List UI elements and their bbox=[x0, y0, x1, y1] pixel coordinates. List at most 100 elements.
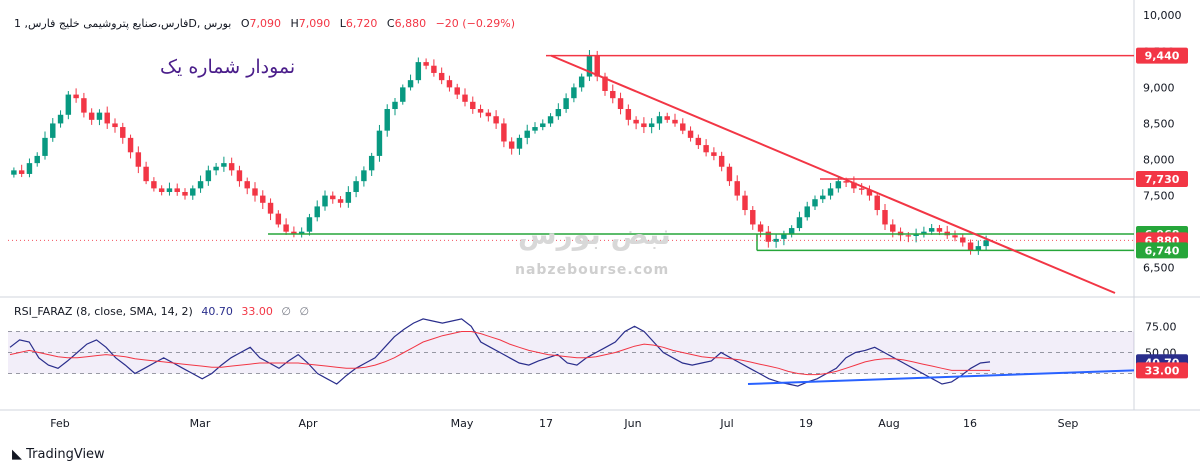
candle bbox=[34, 155, 40, 164]
candle bbox=[42, 137, 48, 156]
candle bbox=[711, 152, 717, 156]
candle bbox=[967, 242, 974, 251]
candle bbox=[330, 195, 336, 200]
candle bbox=[983, 240, 989, 247]
candle bbox=[617, 98, 624, 110]
candle bbox=[820, 195, 826, 200]
candle bbox=[726, 166, 733, 182]
candle bbox=[454, 87, 460, 95]
price-tick-label: 8,000 bbox=[1143, 154, 1175, 167]
candle bbox=[913, 234, 919, 236]
high-value: 7,090 bbox=[298, 17, 331, 30]
symbol-label: فارس،صنایع پتروشیمی خلیج فارس, 1D, بورس bbox=[14, 17, 232, 30]
candle bbox=[796, 217, 803, 229]
candle bbox=[843, 181, 849, 183]
candle bbox=[742, 195, 748, 211]
candle bbox=[890, 224, 896, 232]
candle bbox=[407, 80, 414, 88]
candle bbox=[485, 112, 492, 117]
candle bbox=[151, 181, 157, 189]
candle bbox=[314, 206, 320, 218]
low-value: 6,720 bbox=[345, 17, 378, 30]
price-label-box bbox=[1136, 47, 1188, 64]
rsi-header: RSI_FARAZ (8, close, SMA, 14, 2) 40.70 3… bbox=[14, 305, 310, 318]
candle bbox=[205, 170, 212, 182]
candle bbox=[158, 188, 165, 192]
candle bbox=[687, 130, 694, 138]
time-tick-label: 16 bbox=[963, 417, 977, 430]
time-tick-label: Apr bbox=[298, 417, 318, 430]
time-tick-label: 19 bbox=[799, 417, 813, 430]
candle bbox=[182, 191, 188, 196]
candle bbox=[501, 123, 507, 142]
candle bbox=[827, 188, 834, 196]
candle bbox=[415, 62, 422, 81]
tradingview-logo[interactable]: ◣ TradingView bbox=[12, 447, 105, 462]
rsi-series-ma bbox=[9, 331, 990, 376]
candle bbox=[96, 112, 103, 120]
candle bbox=[252, 188, 258, 196]
candle bbox=[882, 210, 888, 225]
candle bbox=[757, 224, 764, 232]
candle bbox=[384, 109, 390, 131]
price-tick-label: 8,500 bbox=[1143, 117, 1175, 130]
candle bbox=[804, 206, 810, 218]
candle bbox=[734, 181, 740, 196]
price-label-box bbox=[1136, 171, 1188, 187]
chart-annotation: نمودار شماره یک bbox=[160, 56, 296, 78]
candle bbox=[298, 231, 305, 234]
candle bbox=[586, 55, 593, 77]
price-label-box bbox=[1136, 242, 1188, 259]
candle bbox=[213, 166, 219, 171]
candle bbox=[781, 234, 787, 239]
candle bbox=[812, 199, 818, 207]
candle bbox=[143, 166, 149, 182]
candle bbox=[555, 109, 562, 117]
change-value: −20 (−0.29%) bbox=[435, 17, 516, 30]
time-tick-label: May bbox=[451, 417, 474, 430]
candle bbox=[228, 163, 235, 171]
candle bbox=[345, 191, 352, 203]
candle bbox=[11, 170, 17, 175]
candle bbox=[508, 141, 515, 149]
candle bbox=[470, 101, 476, 110]
candle bbox=[905, 235, 912, 237]
ohlc-header: فارس،صنایع پتروشیمی خلیج فارس, 1D, بورس … bbox=[14, 17, 516, 30]
candle bbox=[166, 188, 173, 192]
price-tick-label: 9,000 bbox=[1143, 81, 1175, 94]
time-tick-label: Jul bbox=[719, 417, 733, 430]
time-tick-label: Aug bbox=[878, 417, 899, 430]
candle bbox=[392, 101, 398, 110]
candle bbox=[874, 195, 880, 211]
candle bbox=[664, 116, 670, 120]
candle bbox=[306, 217, 313, 232]
time-tick-label: Sep bbox=[1058, 417, 1079, 430]
watermark-logo: نبض بورس bbox=[518, 218, 671, 251]
candle bbox=[477, 109, 484, 113]
candle bbox=[788, 228, 795, 235]
time-tick-label: 17 bbox=[539, 417, 553, 430]
rsi-label-box bbox=[1136, 362, 1188, 379]
candle bbox=[18, 170, 25, 174]
candle bbox=[936, 228, 943, 232]
rsi-value: 40.70 bbox=[201, 305, 233, 318]
candle bbox=[602, 76, 608, 91]
candle bbox=[610, 90, 616, 99]
candle bbox=[376, 130, 383, 156]
candle bbox=[641, 123, 647, 128]
candle bbox=[524, 130, 530, 138]
candle bbox=[952, 235, 958, 238]
time-tick-label: Jun bbox=[623, 417, 641, 430]
candle bbox=[680, 123, 686, 131]
tradingview-text: TradingView bbox=[26, 447, 105, 462]
rsi-value-label: 33.00 bbox=[1145, 364, 1180, 377]
candle bbox=[866, 189, 873, 196]
candle bbox=[291, 231, 297, 234]
candle bbox=[112, 123, 118, 128]
price-label-9440: 9,440 bbox=[1145, 50, 1180, 63]
candle bbox=[765, 231, 772, 242]
candle bbox=[695, 137, 702, 146]
rsi-trendline bbox=[747, 369, 1135, 385]
